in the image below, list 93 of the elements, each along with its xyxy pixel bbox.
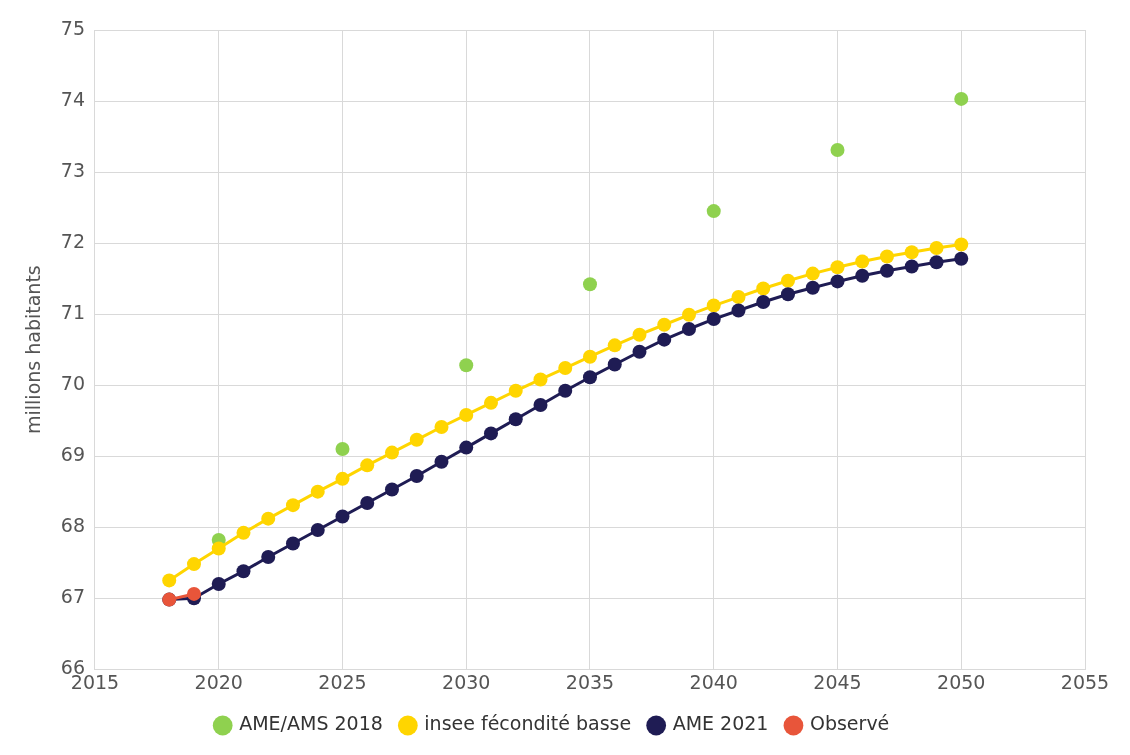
- point: [483, 426, 498, 441]
- point: [880, 249, 894, 264]
- point: [459, 358, 474, 373]
- y-tick-label: 67: [60, 585, 85, 608]
- x-tick-label: 2045: [813, 670, 862, 693]
- point: [384, 445, 399, 460]
- point: [929, 255, 944, 270]
- point: [582, 277, 597, 292]
- point: [731, 303, 746, 318]
- y-tick-label: 68: [60, 514, 85, 537]
- y-tick-label: 69: [60, 443, 85, 466]
- point: [211, 541, 226, 556]
- x-tick-label: 2040: [689, 670, 738, 693]
- point: [855, 268, 870, 283]
- point: [706, 312, 721, 327]
- x-tick-label: 2050: [937, 670, 986, 693]
- y-axis-title: millions habitants: [22, 265, 45, 434]
- point: [681, 307, 696, 322]
- y-tick-label: 70: [60, 372, 85, 395]
- point: [904, 245, 919, 260]
- point: [558, 361, 573, 376]
- point: [830, 143, 845, 158]
- point: [409, 469, 424, 484]
- y-tick-label: 71: [60, 301, 85, 324]
- point: [186, 557, 201, 572]
- point: [409, 432, 424, 447]
- point: [434, 454, 449, 469]
- point: [706, 298, 721, 313]
- point: [360, 458, 375, 473]
- point: [582, 370, 597, 385]
- point: [335, 471, 350, 486]
- x-tick-label: 2055: [1060, 670, 1110, 693]
- point: [780, 273, 795, 288]
- point: [607, 338, 622, 353]
- point: [285, 498, 300, 513]
- x-tick-label: 2030: [442, 670, 491, 693]
- point: [558, 383, 573, 398]
- point: [830, 260, 845, 275]
- point: [459, 440, 474, 455]
- y-tick-label: 72: [60, 230, 85, 252]
- point: [731, 290, 746, 305]
- point: [310, 523, 325, 537]
- point: [236, 564, 251, 579]
- y-tick-label: 75: [60, 16, 85, 39]
- point: [954, 91, 969, 106]
- point: [582, 349, 597, 364]
- point: [880, 263, 894, 278]
- point: [384, 482, 399, 497]
- point: [607, 357, 622, 372]
- point: [261, 511, 276, 526]
- point: [508, 383, 523, 398]
- point: [335, 442, 350, 457]
- point: [929, 241, 944, 256]
- legend-label: AME/AMS 2018: [239, 712, 383, 735]
- point: [533, 372, 548, 387]
- point: [162, 573, 177, 588]
- point: [459, 407, 474, 422]
- legend-label: Observé: [809, 712, 890, 735]
- point: [954, 237, 969, 252]
- point: [285, 536, 300, 551]
- point: [855, 254, 870, 269]
- point: [533, 398, 548, 412]
- point: [335, 509, 350, 524]
- point: [805, 280, 820, 295]
- point: [657, 332, 672, 347]
- point: [780, 287, 795, 302]
- point: [904, 259, 919, 274]
- point: [756, 295, 771, 310]
- legend-label: AME 2021: [672, 712, 769, 735]
- legend-label: insee fécondité basse: [424, 712, 632, 735]
- point: [805, 266, 820, 281]
- point: [211, 576, 226, 591]
- point: [632, 344, 647, 359]
- point: [261, 549, 276, 564]
- x-tick-label: 2025: [318, 670, 367, 693]
- point: [830, 274, 845, 289]
- y-tick-label: 74: [60, 87, 85, 110]
- point: [706, 204, 721, 219]
- point: [186, 586, 201, 601]
- point: [360, 496, 375, 511]
- point: [483, 395, 498, 410]
- point: [508, 412, 523, 427]
- point: [632, 327, 647, 342]
- point: [756, 281, 771, 296]
- point: [657, 317, 672, 332]
- x-tick-label: 2035: [565, 670, 615, 693]
- point: [954, 251, 969, 266]
- point: [681, 322, 696, 336]
- point: [236, 525, 251, 540]
- x-tick-label: 2020: [194, 670, 243, 693]
- point: [310, 484, 325, 499]
- point: [434, 420, 449, 435]
- y-tick-label: 73: [60, 158, 85, 181]
